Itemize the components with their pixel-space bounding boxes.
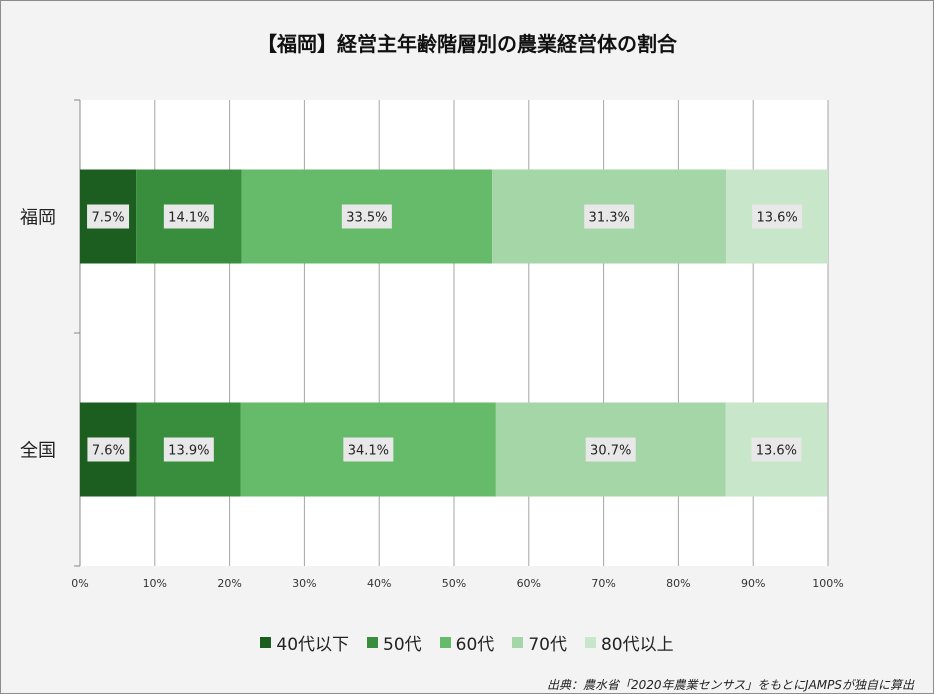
x-tick-label: 70% — [591, 577, 615, 590]
legend-item: 80代以上 — [584, 630, 674, 655]
x-tick-label: 60% — [517, 577, 541, 590]
legend-swatch — [512, 637, 524, 648]
data-label-box — [751, 437, 802, 462]
data-label: 7.5% — [92, 211, 125, 226]
data-label-box — [163, 437, 214, 462]
data-label-box — [343, 437, 394, 462]
x-tick-label: 90% — [741, 577, 765, 590]
data-label: 33.5% — [346, 211, 387, 226]
data-label-box — [87, 437, 130, 462]
x-tick-label: 30% — [292, 577, 316, 590]
legend-item: 70代 — [512, 630, 567, 655]
legend-label: 70代 — [528, 635, 567, 655]
legend-label: 40代以下 — [276, 635, 350, 655]
data-label-box — [87, 204, 130, 229]
data-label: 7.6% — [92, 444, 125, 459]
legend-item: 50代 — [367, 630, 422, 655]
legend-item: 40代以下 — [260, 630, 349, 655]
source-note: 出典：農水省「2020年農業センサス」をもとにJAMPSが独自に算出 — [546, 678, 914, 692]
x-tick-label: 40% — [367, 577, 391, 590]
data-label-box — [341, 204, 392, 229]
legend-swatch — [584, 637, 596, 648]
data-label: 31.3% — [589, 211, 630, 226]
legend-label: 80代以上 — [600, 635, 674, 655]
data-label: 14.1% — [168, 211, 209, 226]
data-label-box — [584, 204, 635, 229]
category-label: 福岡 — [20, 208, 56, 229]
legend-swatch — [439, 637, 451, 648]
legend-item: 60代 — [439, 630, 495, 655]
chart-legend: 40代以下 50代 60代 70代 80代以上 — [0, 630, 934, 655]
data-label: 13.6% — [756, 211, 797, 226]
data-label: 30.7% — [590, 444, 631, 459]
legend-swatch — [367, 637, 379, 648]
category-label: 全国 — [20, 441, 56, 462]
data-label-box — [585, 437, 636, 462]
data-label-box — [163, 204, 214, 229]
x-tick-label: 50% — [442, 577, 466, 590]
data-label: 13.6% — [756, 444, 797, 459]
legend-label: 50代 — [383, 635, 422, 655]
x-tick-label: 100% — [812, 577, 843, 590]
legend-swatch — [260, 637, 272, 648]
data-label: 13.9% — [168, 444, 209, 459]
data-label-box — [752, 204, 803, 229]
x-tick-label: 80% — [666, 577, 690, 590]
data-label: 34.1% — [348, 444, 389, 459]
legend-label: 60代 — [455, 635, 495, 655]
x-tick-label: 10% — [143, 577, 167, 590]
x-tick-label: 0% — [71, 577, 88, 590]
x-tick-label: 20% — [217, 577, 241, 590]
chart-title: 【福岡】経営主年齢階層別の農業経営体の割合 — [257, 32, 677, 56]
